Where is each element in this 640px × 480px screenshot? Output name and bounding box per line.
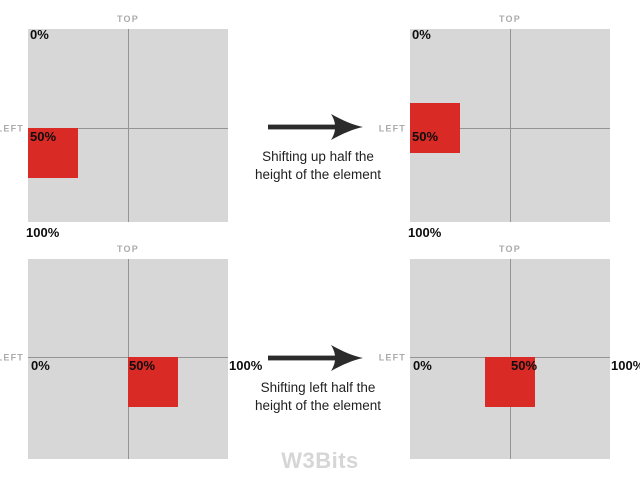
w3bits-logo: W3Bits: [281, 448, 359, 473]
positioned-element: [410, 103, 460, 153]
grid-panel-top-left-before: TOP LEFT 0% 50% 100%: [0, 15, 228, 239]
vertical-center-line: [510, 29, 511, 222]
caption-line: Shifting up half the: [262, 149, 374, 164]
percent-0-label: 0%: [30, 27, 49, 42]
percent-50-label: 50%: [129, 358, 156, 373]
step-caption-shift-up: Shifting up half the height of the eleme…: [218, 148, 418, 183]
right-arrow-icon: [268, 345, 363, 371]
horizontal-center-line: [410, 128, 610, 129]
percent-100-label: 100%: [26, 225, 60, 240]
top-axis-label: TOP: [117, 244, 139, 254]
top-axis-label: TOP: [117, 14, 139, 24]
caption-line: height of the element: [254, 166, 382, 182]
top-axis-label: TOP: [499, 14, 521, 24]
percent-0-label: 0%: [413, 358, 432, 373]
left-axis-label: LEFT: [0, 352, 24, 363]
percent-50-label: 50%: [30, 129, 57, 144]
positioned-element: [128, 357, 178, 407]
percent-0-label: 0%: [412, 27, 431, 42]
grid-panel-bottom-left-before: TOP LEFT 0% 50% 100%: [0, 245, 262, 459]
grid-panel-bottom-right-after: TOP LEFT 0% 50% 100%: [379, 245, 640, 459]
step-caption-shift-left: Shifting left half the height of the ele…: [218, 379, 418, 414]
grid-panel-top-right-after: TOP LEFT 0% 50% 100%: [379, 15, 610, 239]
percent-50-label: 50%: [511, 358, 538, 373]
caption-line: Shifting left half the: [260, 380, 376, 395]
vertical-center-line: [128, 29, 129, 222]
left-axis-label: LEFT: [378, 123, 406, 134]
percent-100-label: 100%: [611, 358, 640, 373]
positioned-element: [485, 357, 535, 407]
positioned-element: [28, 128, 78, 178]
percent-100-label: 100%: [229, 358, 263, 373]
caption-line: height of the element: [254, 397, 382, 413]
percent-100-label: 100%: [408, 225, 442, 240]
percent-0-label: 0%: [31, 358, 50, 373]
horizontal-center-line: [28, 128, 228, 129]
top-axis-label: TOP: [499, 244, 521, 254]
left-axis-label: LEFT: [378, 352, 406, 363]
percent-50-label: 50%: [412, 129, 439, 144]
right-arrow-icon: [268, 114, 363, 140]
left-axis-label: LEFT: [0, 123, 24, 134]
